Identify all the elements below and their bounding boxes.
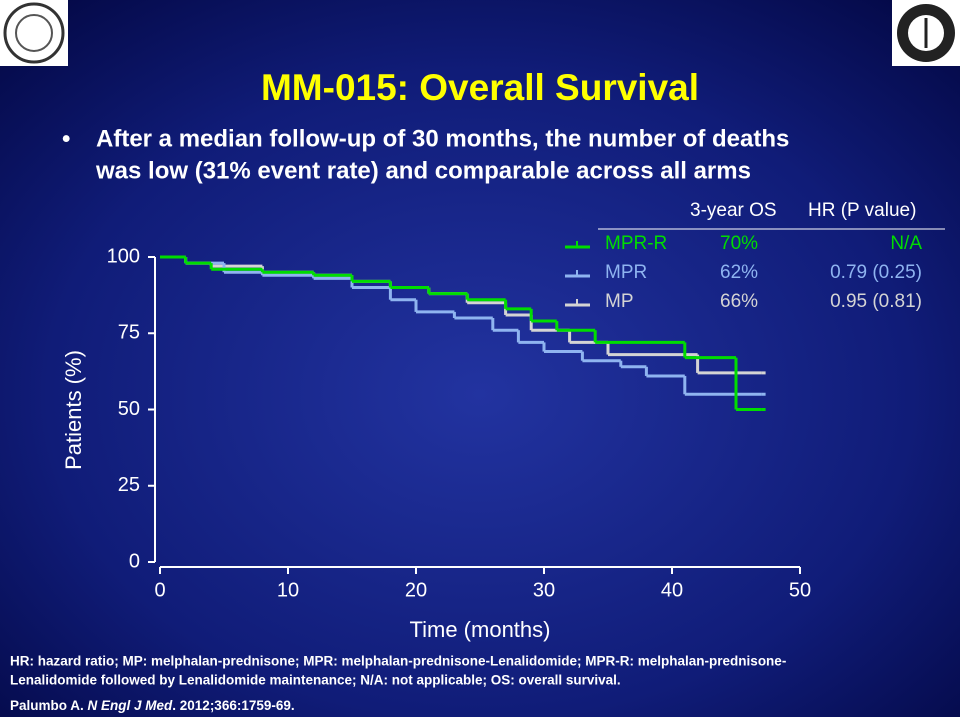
x-tick-label: 0 <box>154 579 165 601</box>
hr-value: 0.95 (0.81) <box>830 291 922 312</box>
legend-entry: MP 66% 0.95 (0.81) <box>565 291 922 312</box>
bullet-marker: • <box>62 125 70 152</box>
footnote: Lenalidomide followed by Lenalidomide ma… <box>10 673 621 688</box>
citation-part: . 2012;366:1759-69. <box>172 698 294 713</box>
os-value: 62% <box>720 262 758 283</box>
x-tick-label: 10 <box>277 579 299 601</box>
footnote: HR: hazard ratio; MP: melphalan-predniso… <box>10 654 786 669</box>
y-tick-label: 50 <box>118 398 140 420</box>
y-tick-label: 100 <box>107 245 140 267</box>
bullet-text: was low (31% event rate) and comparable … <box>95 157 751 184</box>
citation-part: Palumbo A. <box>10 698 88 713</box>
x-tick-label: 20 <box>405 579 427 601</box>
y-axis-label: Patients (%) <box>61 350 86 470</box>
os-value: 66% <box>720 291 758 312</box>
legend-entry: MPR 62% 0.79 (0.25) <box>565 262 922 283</box>
x-axis-label: Time (months) <box>410 617 551 642</box>
legend-label: MPR <box>605 262 647 283</box>
table-header: HR (P value) <box>808 200 916 221</box>
x-tick-label: 50 <box>789 579 811 601</box>
x-tick-label: 30 <box>533 579 555 601</box>
table-header: 3-year OS <box>690 200 777 221</box>
logo-left <box>0 0 68 66</box>
os-value: 70% <box>720 233 758 254</box>
chart: 0 25 50 75 100 0 10 20 30 40 50 3-year OS HR (P valu… <box>107 200 945 601</box>
citation-journal: N Engl J Med <box>88 698 174 713</box>
legend-entry: MPR-R 70% N/A <box>565 233 922 254</box>
bullet-text: After a median follow-up of 30 months, t… <box>96 125 789 152</box>
y-tick-label: 25 <box>118 474 140 496</box>
legend-label: MP <box>605 291 634 312</box>
y-tick-label: 0 <box>129 550 140 572</box>
slide-title: MM-015: Overall Survival <box>261 67 699 108</box>
hr-value: N/A <box>890 233 922 254</box>
legend-label: MPR-R <box>605 233 667 254</box>
logo-right <box>892 0 960 66</box>
x-tick-label: 40 <box>661 579 683 601</box>
citation: Palumbo A. N Engl J Med. 2012;366:1759-6… <box>10 698 295 713</box>
y-tick-label: 75 <box>118 322 140 344</box>
hr-value: 0.79 (0.25) <box>830 262 922 283</box>
